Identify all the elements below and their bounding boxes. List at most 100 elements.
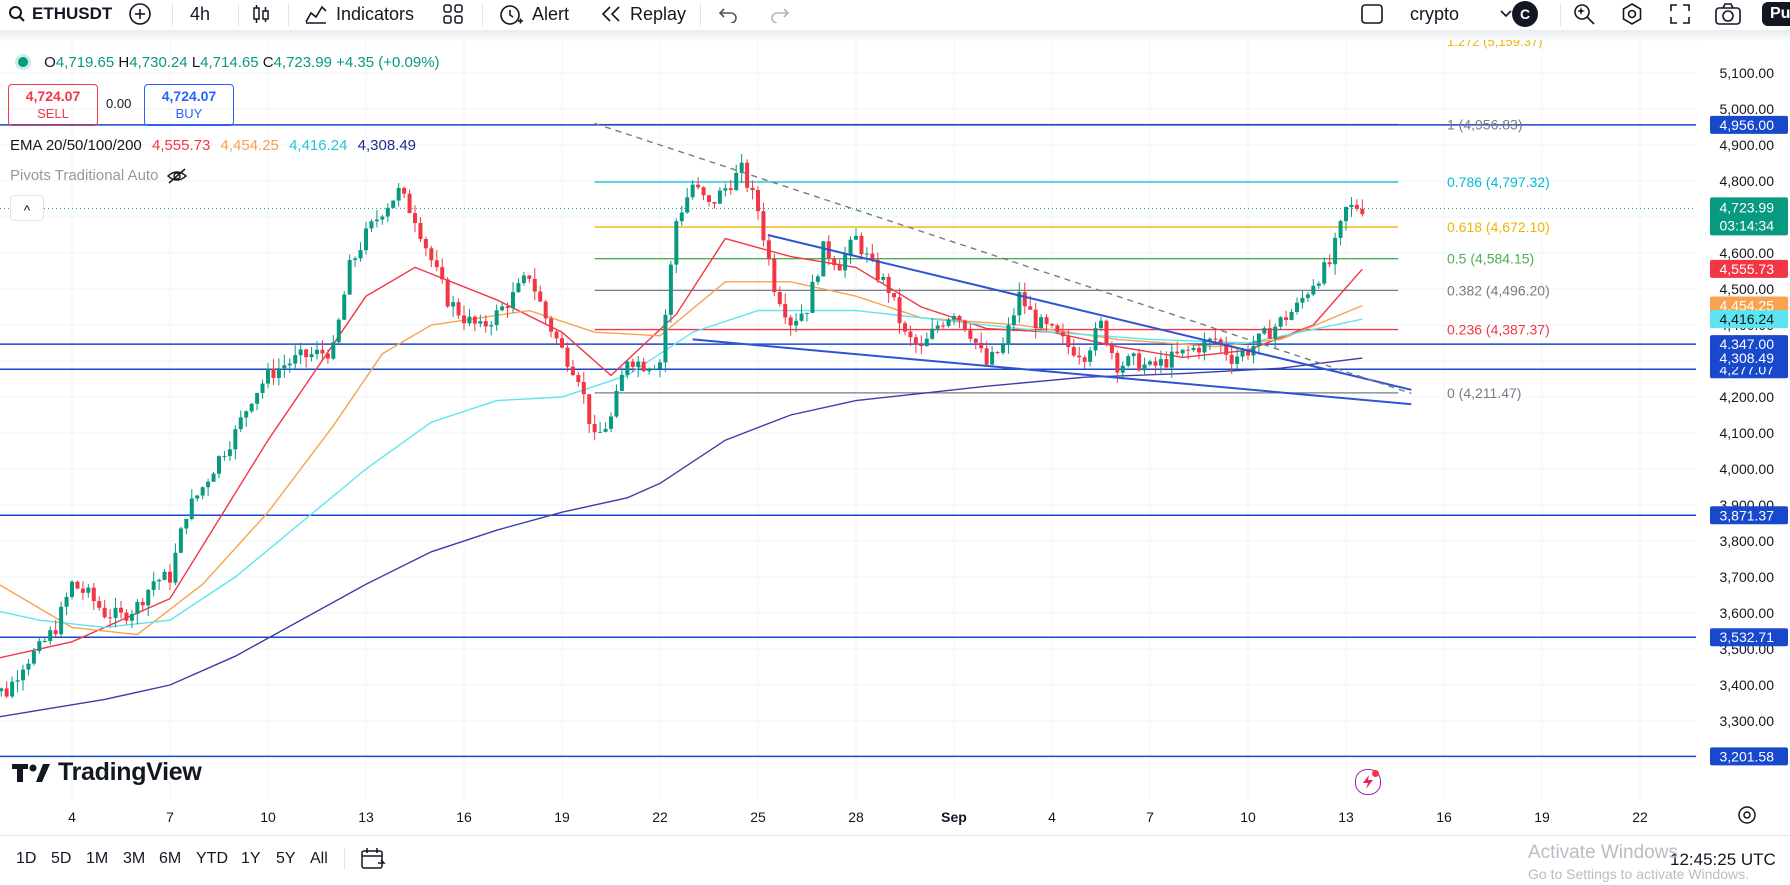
candle-body — [766, 240, 771, 259]
candle-body — [854, 235, 858, 240]
replay-button[interactable]: Replay — [600, 0, 686, 28]
axis-settings-button[interactable] — [1736, 804, 1758, 831]
candle-body — [799, 313, 804, 321]
ema100-value: 4,416.24 — [289, 137, 348, 154]
candle-body — [391, 200, 396, 208]
pivots-legend[interactable]: Pivots Traditional Auto — [10, 167, 188, 184]
candle-body — [472, 316, 477, 324]
candle-body — [832, 258, 837, 266]
chart-type-button[interactable] — [250, 0, 272, 28]
ema-legend[interactable]: EMA 20/50/100/200 4,555.73 4,454.25 4,41… — [10, 137, 416, 154]
candle-body — [1191, 347, 1196, 351]
candle-body — [1028, 306, 1033, 310]
goto-date-button[interactable] — [360, 847, 386, 876]
candle-body — [723, 188, 728, 191]
range-5y[interactable]: 5Y — [276, 850, 296, 867]
horizontal-levels[interactable] — [0, 124, 1696, 758]
buy-button[interactable]: 4,724.07 BUY — [144, 84, 234, 126]
collapse-legend-button[interactable]: ^ — [10, 195, 44, 221]
close-label: C — [262, 54, 274, 71]
candle-body — [434, 260, 439, 268]
fullscreen-checkbox[interactable] — [1360, 0, 1384, 28]
change-value: +4.35 (+0.09%) — [336, 54, 440, 71]
candle-body — [462, 315, 466, 324]
candle-body — [162, 571, 167, 580]
interval-button[interactable]: 4h — [190, 0, 210, 28]
candle-body — [919, 344, 924, 347]
candle-body — [402, 187, 407, 194]
redo-button[interactable] — [768, 0, 790, 28]
candle-body — [1289, 311, 1294, 321]
compare-add-button[interactable] — [128, 0, 152, 28]
candle-body — [788, 317, 793, 326]
undo-icon — [718, 8, 737, 23]
settings-button[interactable] — [1620, 0, 1644, 28]
range-6m[interactable]: 6M — [159, 850, 182, 867]
candle-body — [647, 369, 652, 372]
alarm-clock-icon — [500, 5, 523, 25]
candle-body — [1060, 332, 1065, 337]
candle-body — [995, 351, 1000, 353]
symbol-name: ETHUSDT — [32, 4, 113, 23]
ema-line-20 — [0, 237, 1363, 659]
candle-body — [195, 495, 200, 499]
ema200-value: 4,308.49 — [357, 137, 417, 154]
candle-body — [255, 392, 260, 404]
candle-body — [380, 216, 385, 220]
range-3m[interactable]: 3M — [123, 850, 146, 867]
trendline-dashed-resistance[interactable] — [594, 122, 1412, 395]
eye-hidden-icon[interactable] — [166, 167, 188, 184]
candle-body — [1251, 345, 1256, 356]
range-1d[interactable]: 1D — [16, 850, 37, 867]
avatar[interactable]: C — [1512, 0, 1538, 28]
range-1y[interactable]: 1Y — [241, 850, 261, 867]
candle-body — [4, 688, 9, 697]
candle-body — [347, 259, 352, 295]
trendline-wedge-upper[interactable] — [767, 234, 1412, 391]
candle-body — [86, 587, 91, 593]
candle-body — [489, 325, 494, 327]
candle-body — [467, 316, 472, 324]
candle-body — [178, 528, 183, 553]
range-5d[interactable]: 5D — [51, 850, 72, 867]
range-1m[interactable]: 1M — [86, 850, 109, 867]
candle-body — [108, 617, 113, 619]
publish-button[interactable]: Pu — [1762, 2, 1790, 26]
candle-body — [864, 253, 869, 255]
watchlist-dropdown[interactable]: crypto — [1410, 0, 1513, 28]
fullscreen-button[interactable] — [1668, 0, 1692, 28]
candle-body — [1142, 364, 1147, 371]
trendlines[interactable] — [594, 122, 1412, 406]
candle-body — [456, 302, 461, 316]
candle-body — [1001, 344, 1005, 353]
indicators-button[interactable]: Indicators — [304, 0, 414, 28]
symbol-search[interactable]: ETHUSDT — [8, 0, 112, 28]
undo-button[interactable] — [718, 0, 740, 28]
candle-body — [15, 680, 20, 682]
activate-title: Activate Windows — [1528, 842, 1678, 863]
time-tick-label: 10 — [1240, 809, 1256, 825]
layouts-button[interactable] — [442, 0, 464, 28]
candle-body — [570, 366, 575, 376]
candle-body — [707, 195, 711, 203]
price-axis[interactable]: 3,300.003,400.003,500.003,600.003,700.00… — [1700, 40, 1790, 800]
clock[interactable]: 12:45:25 UTC — [1670, 850, 1776, 869]
time-tick-label: 22 — [652, 809, 668, 825]
tradingview-logo[interactable]: TradingView — [12, 758, 202, 787]
buy-label: BUY — [175, 106, 203, 121]
snapshot-button[interactable] — [1714, 0, 1742, 28]
trendline-wedge-lower[interactable] — [692, 338, 1412, 406]
candle-body — [587, 394, 592, 424]
ema-badge-bg — [1710, 310, 1788, 329]
time-axis[interactable]: 4 7 10 13 16 19 22 25 28 Sep 4 7 10 13 16 19 22 — [68, 809, 1648, 825]
sell-button[interactable]: 4,724.07 SELL — [8, 84, 98, 126]
alert-button[interactable]: Alert — [498, 0, 569, 28]
quick-search-button[interactable] — [1572, 0, 1598, 28]
candle-body — [913, 337, 918, 345]
range-ytd[interactable]: YTD — [196, 850, 228, 867]
candle-body — [1082, 357, 1087, 362]
candle-body — [293, 355, 298, 364]
price-chart[interactable]: 1 (4,956.83) 0.786 (4,797.32) 0.618 (4,672… — [0, 40, 1790, 834]
candle-body — [761, 211, 766, 241]
range-all[interactable]: All — [310, 850, 328, 867]
